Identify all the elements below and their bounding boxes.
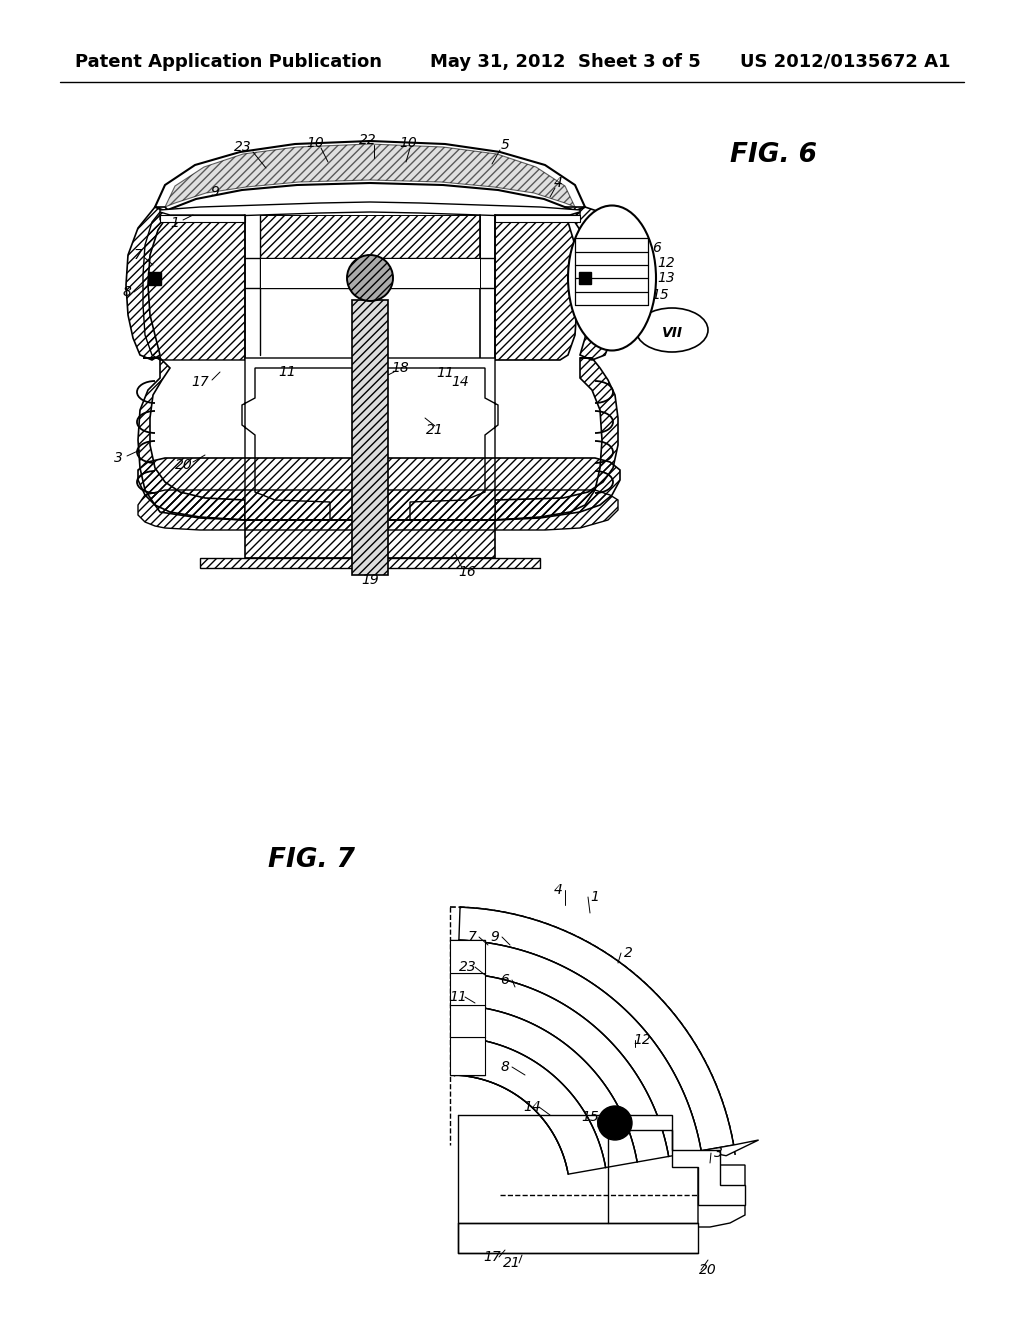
Text: 1: 1 [591,890,599,904]
Polygon shape [698,1166,745,1228]
Text: US 2012/0135672 A1: US 2012/0135672 A1 [739,53,950,71]
Text: 12: 12 [657,256,675,271]
Text: 8: 8 [501,1060,509,1074]
Ellipse shape [568,206,656,351]
Polygon shape [352,300,388,576]
Text: 6: 6 [501,973,509,987]
Polygon shape [450,940,485,973]
Polygon shape [456,1005,637,1168]
Text: 7: 7 [468,931,476,944]
Polygon shape [458,940,701,1156]
Text: 20: 20 [699,1263,717,1276]
Bar [579,272,591,284]
Text: 12: 12 [633,1034,651,1047]
Text: 7: 7 [133,248,142,261]
Text: 8: 8 [123,285,131,300]
Text: 10: 10 [399,136,417,150]
Circle shape [598,1106,632,1140]
Text: 3: 3 [114,451,123,465]
Text: FIG. 7: FIG. 7 [268,847,355,873]
Bar [579,272,592,285]
Polygon shape [455,1038,605,1175]
Text: 11: 11 [450,990,467,1005]
Polygon shape [459,907,733,1151]
Text: 10: 10 [306,136,324,150]
Text: 17: 17 [191,375,209,389]
Text: 23: 23 [459,960,477,974]
Polygon shape [608,1115,745,1205]
Text: 13: 13 [657,271,675,285]
Text: 23: 23 [234,140,252,154]
Text: 16: 16 [458,565,476,579]
Polygon shape [260,257,480,288]
Text: May 31, 2012  Sheet 3 of 5: May 31, 2012 Sheet 3 of 5 [430,53,700,71]
Polygon shape [701,1140,759,1156]
Circle shape [347,255,393,301]
Text: 5: 5 [501,139,509,152]
Polygon shape [165,144,575,207]
Polygon shape [160,215,245,222]
Text: 15: 15 [582,1110,599,1125]
Text: VII: VII [662,326,683,341]
Text: 18: 18 [391,360,409,375]
Polygon shape [495,215,580,222]
Bar [148,272,161,285]
Text: 9: 9 [490,931,500,944]
Text: 6: 6 [652,242,662,255]
Text: FIG. 6: FIG. 6 [730,143,817,168]
Polygon shape [458,1224,698,1253]
Text: 19: 19 [361,573,379,587]
Polygon shape [160,202,580,220]
Text: 4: 4 [554,883,562,898]
Text: 3: 3 [714,1146,723,1160]
Text: 13: 13 [599,1110,616,1125]
Text: 11: 11 [279,366,296,379]
Text: 9: 9 [211,185,219,199]
Text: 22: 22 [359,133,377,147]
Text: Patent Application Publication: Patent Application Publication [75,53,382,71]
Text: 4: 4 [554,176,562,190]
Text: 2: 2 [630,220,638,235]
Polygon shape [450,1005,485,1038]
Polygon shape [242,358,498,520]
Polygon shape [457,973,669,1162]
Text: 2: 2 [624,946,633,960]
Text: 17: 17 [483,1250,501,1265]
Text: 14: 14 [452,375,469,389]
Text: 21: 21 [426,422,443,437]
Text: 21: 21 [503,1257,521,1270]
Polygon shape [450,973,485,1005]
Text: 14: 14 [523,1100,541,1114]
Polygon shape [450,1038,485,1074]
Text: 15: 15 [651,288,669,302]
Text: 11: 11 [436,366,454,380]
Text: 1: 1 [171,216,179,230]
Text: 20: 20 [175,458,193,473]
